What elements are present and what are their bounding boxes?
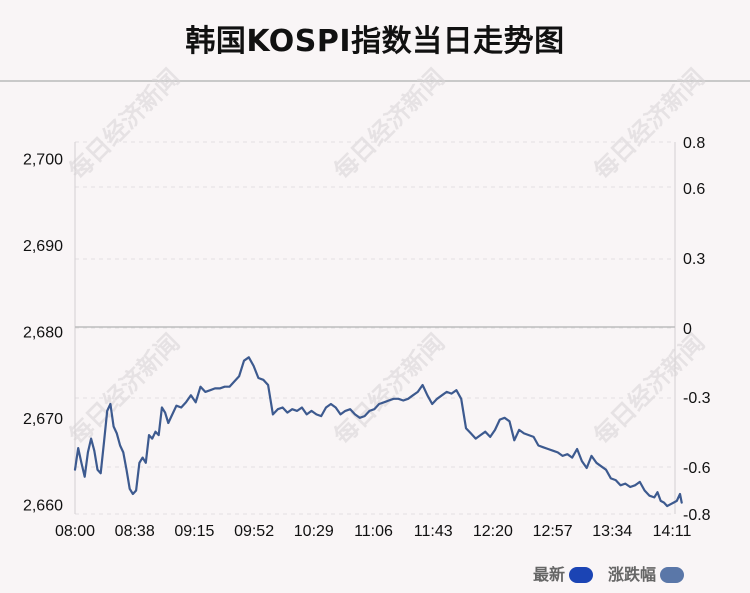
x-tick-6: 11:43: [414, 523, 453, 540]
y-right-tick-0: 0.8: [683, 135, 705, 152]
legend-label-0: 最新: [533, 565, 565, 584]
y-right-tick-5: -0.6: [683, 460, 711, 477]
x-tick-7: 12:20: [473, 523, 513, 540]
y-right-tick-1: 0.6: [683, 181, 705, 198]
legend-swatch-1: [660, 567, 684, 583]
x-tick-10: 14:11: [653, 523, 692, 540]
series-layer: [73, 356, 683, 508]
legend-swatch-0: [569, 567, 593, 583]
x-tick-0: 08:00: [55, 523, 95, 540]
watermark-2: 每日经济新闻: [589, 64, 711, 186]
watermark-3: 每日经济新闻: [64, 329, 186, 451]
legend: 最新 涨跌幅: [533, 565, 684, 584]
series-line-0: [73, 356, 683, 508]
chart-title: 韩国KOSPI指数当日走势图: [185, 24, 565, 59]
x-tick-9: 13:34: [592, 523, 632, 540]
x-tick-2: 09:15: [174, 523, 214, 540]
x-axis-ticks: 08:00 08:38 09:15 09:52 10:29 11:06 11:43 12:20…: [55, 523, 692, 540]
x-tick-5: 11:06: [354, 523, 393, 540]
y-axis-right-ticks: 0.8 0.6 0.3 0 -0.3 -0.6 -0.8: [683, 135, 711, 524]
y-left-tick-0: 2,660: [23, 497, 63, 514]
y-left-tick-2: 2,680: [23, 324, 63, 341]
x-tick-1: 08:38: [115, 523, 155, 540]
y-left-tick-4: 2,700: [23, 151, 63, 168]
watermark-1: 每日经济新闻: [329, 64, 451, 186]
y-left-tick-3: 2,690: [23, 238, 63, 255]
grid-lines: [75, 141, 675, 515]
y-right-tick-6: -0.8: [683, 507, 711, 524]
chart-axes: [74, 142, 676, 514]
y-right-tick-4: -0.3: [683, 390, 711, 407]
y-right-tick-2: 0.3: [683, 251, 705, 268]
watermark-0: 每日经济新闻: [64, 64, 186, 186]
y-axis-left-ticks: 2,660 2,670 2,680 2,690 2,700: [23, 151, 63, 514]
y-right-tick-3: 0: [683, 321, 692, 338]
y-left-tick-1: 2,670: [23, 411, 63, 428]
legend-label-1: 涨跌幅: [608, 565, 656, 584]
x-tick-3: 09:52: [234, 523, 274, 540]
x-tick-4: 10:29: [294, 523, 334, 540]
watermark-4: 每日经济新闻: [329, 329, 451, 451]
x-tick-8: 12:57: [533, 523, 573, 540]
title-divider: [0, 80, 750, 82]
